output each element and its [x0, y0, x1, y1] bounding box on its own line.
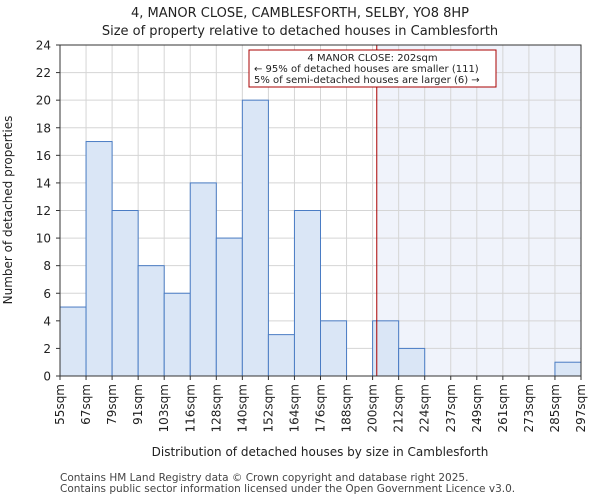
bar [215, 237, 243, 377]
bar [163, 292, 191, 377]
x-tick-label: 285sqm [548, 384, 562, 432]
y-tick-label: 6 [43, 287, 51, 301]
bar [85, 141, 113, 377]
x-tick-label: 55sqm [53, 384, 67, 425]
bar [111, 210, 139, 377]
x-tick-label: 67sqm [79, 384, 93, 425]
annotation-box: 4 MANOR CLOSE: 202sqm ← 95% of detached … [248, 49, 497, 88]
bar [293, 210, 322, 377]
x-tick-label: 140sqm [235, 384, 249, 432]
annotation-line-3: 5% of semi-detached houses are larger (6… [254, 75, 480, 86]
x-tick-label: 176sqm [314, 384, 328, 432]
bar [320, 320, 348, 377]
y-tick-label: 0 [43, 370, 51, 384]
x-tick-label: 152sqm [261, 384, 275, 432]
y-tick-label: 10 [36, 232, 51, 246]
x-tick-label: 237sqm [444, 384, 458, 432]
x-tick-label: 212sqm [392, 384, 406, 432]
bar [398, 347, 426, 377]
y-tick-label: 18 [36, 121, 51, 135]
y-tick-label: 8 [43, 259, 51, 273]
bar [137, 265, 165, 377]
x-tick-label: 128sqm [209, 384, 223, 432]
bar [189, 182, 217, 377]
y-tick-label: 24 [36, 39, 51, 53]
x-tick-label: 297sqm [574, 384, 588, 432]
x-tick-label: 261sqm [496, 384, 510, 432]
annotation-line-1: 4 MANOR CLOSE: 202sqm [307, 53, 437, 64]
x-axis-label: Distribution of detached houses by size … [152, 445, 489, 459]
x-tick-label: 116sqm [183, 384, 197, 432]
footer-licence: Contains public sector information licen… [60, 483, 516, 495]
footer-copyright: Contains HM Land Registry data © Crown c… [60, 472, 469, 484]
annotation-box-border [248, 49, 497, 88]
x-tick-label: 224sqm [418, 384, 432, 432]
bar [241, 99, 269, 377]
bars [59, 99, 582, 377]
y-tick-label: 14 [36, 176, 51, 190]
y-axis-label: Number of detached properties [1, 116, 15, 305]
chart-subtitle: Size of property relative to detached ho… [102, 24, 498, 39]
x-tick-label: 91sqm [131, 384, 145, 425]
plot-frame [59, 44, 582, 377]
y-tick-label: 20 [36, 94, 51, 108]
x-axis: 55sqm 67sqm 79sqm 91sqm 103sqm 116sqm 128sqm 14… [53, 376, 588, 432]
y-tick-label: 12 [36, 204, 51, 218]
y-tick-label: 16 [36, 149, 51, 163]
y-tick-label: 22 [36, 66, 51, 80]
chart-title: 4, MANOR CLOSE, CAMBLESFORTH, SELBY, YO8… [131, 6, 469, 21]
bar [554, 361, 582, 377]
x-tick-label: 188sqm [340, 384, 354, 432]
bar [59, 306, 87, 377]
x-tick-label: 249sqm [470, 384, 484, 432]
annotation-line-2: ← 95% of detached houses are smaller (11… [254, 64, 479, 75]
bar [267, 334, 295, 377]
x-tick-label: 200sqm [366, 384, 380, 432]
x-tick-label: 164sqm [287, 384, 301, 432]
y-tick-label: 2 [43, 342, 51, 356]
y-tick-label: 4 [43, 314, 51, 328]
x-tick-label: 79sqm [105, 384, 119, 425]
x-tick-label: 273sqm [522, 384, 536, 432]
x-tick-label: 103sqm [157, 384, 171, 432]
